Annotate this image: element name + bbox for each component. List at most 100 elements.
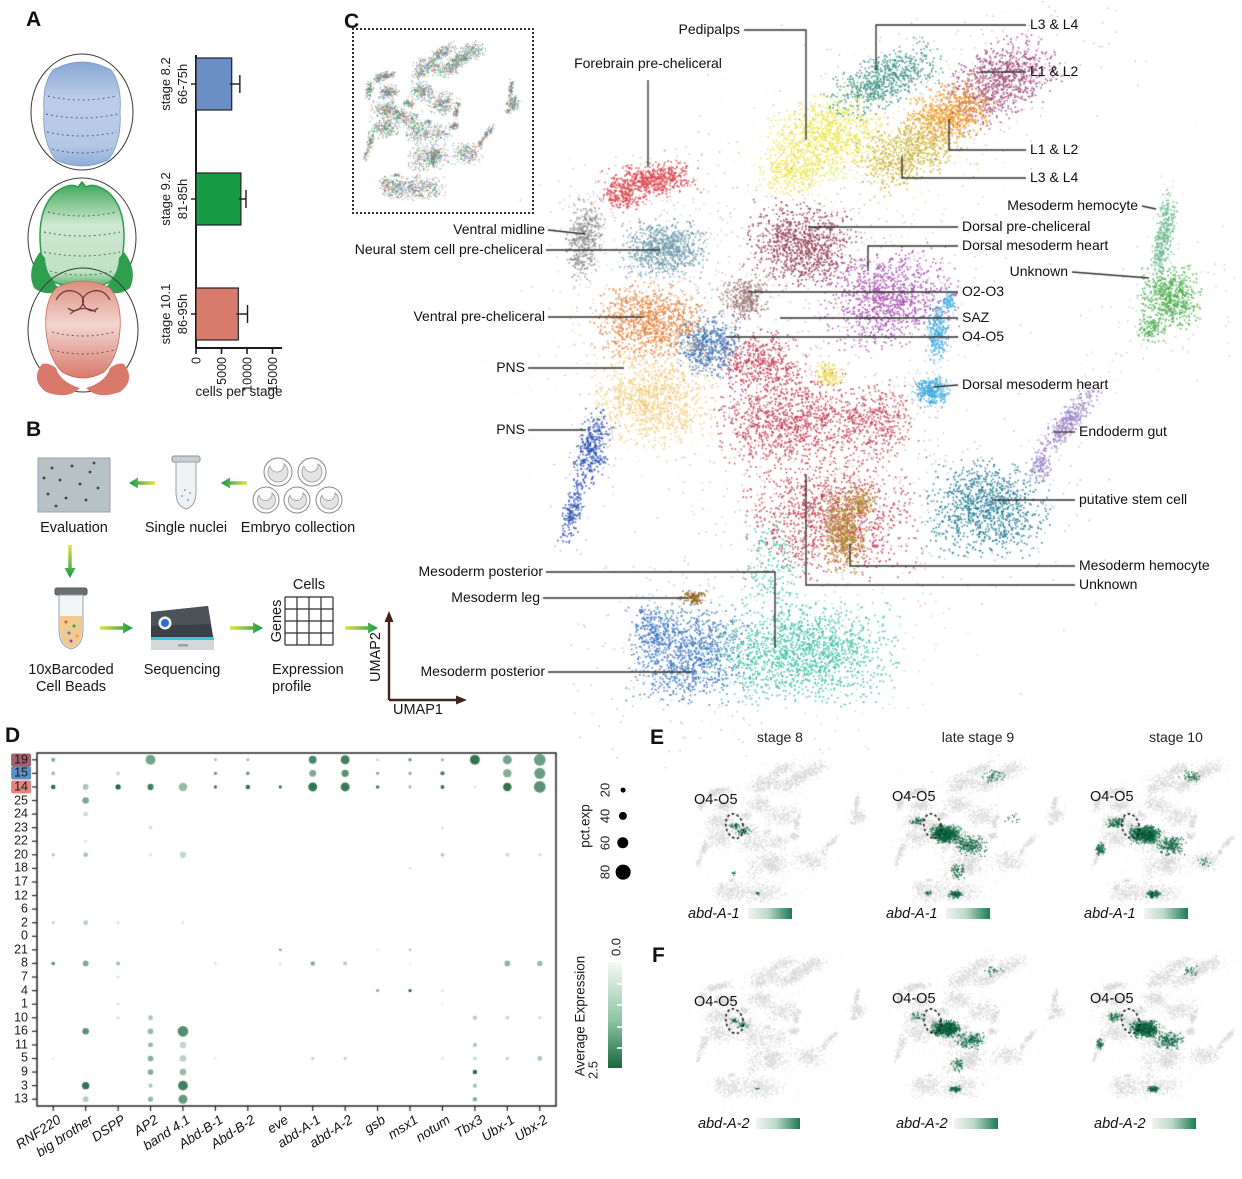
expression-colorbar [608,962,622,1068]
arrow-right-icon [100,622,133,634]
stage-bar [195,287,239,341]
single-nuclei-label: Single nuclei [144,520,228,536]
dotplot-row-label: 25 [14,793,28,808]
dotplot-row-label: 11 [15,1037,28,1052]
stage8-title: stage 8 [757,729,803,745]
dotplot-row-label: 7 [21,969,28,984]
dotplot-row-label: 20 [14,847,28,862]
panel-label-d: D [5,724,21,747]
pct-exp-size-dot [620,787,626,793]
beads-label-line2: Cell Beads [35,679,107,695]
arrow-left-icon [129,477,155,489]
dotplot-row-label: 2 [21,915,28,930]
dotplot-row-label: 16 [14,1023,28,1038]
cluster-label: Forebrain pre-cheliceral [574,55,722,71]
panel-label-b: B [26,418,42,441]
bar-chart-text: 0 [190,357,204,364]
abd-a-1-gene-label: abd-A-1 [886,906,938,922]
dotplot-row-label: 17 [14,874,28,889]
dotplot-row-label: 12 [14,888,28,903]
pct-exp-legend-title: pct.exp [577,804,593,848]
bar-chart-text: stage 9.2 [158,172,173,226]
bar-chart-text: 86-95h [175,294,190,334]
arrow-right-icon [230,622,263,634]
embryo-collection-icon [252,457,343,514]
cluster-label: O2-O3 [962,283,1005,299]
umap-axes [384,611,467,705]
bar-chart-text: stage 8.2 [158,57,173,111]
expression-profile-grid-icon [284,596,334,646]
expression-profile-label-line2: profile [272,679,312,695]
feature-colorbar [1152,1118,1196,1129]
cluster-label: Unknown [1079,576,1138,592]
evaluation-label: Evaluation [40,520,108,536]
sequencer-icon [151,606,214,650]
cluster-label: L3 & L4 [1030,16,1079,32]
cluster-label: O4-O5 [962,328,1005,344]
cluster-label: putative stem cell [1079,491,1188,507]
cluster-label: L3 & L4 [1030,169,1079,185]
dotplot-row-label: 22 [14,833,28,848]
arrow-right-icon [345,622,378,634]
o4-o5-region-label: O4-O5 [694,792,738,808]
dotplot-row-label: 10 [14,1010,28,1025]
panel-label-f: F [652,944,665,967]
arrow-down-icon [64,545,76,578]
inset-umap-box [352,28,534,214]
cluster-label: Endoderm gut [1079,423,1167,439]
expression-profile-label-line1: Expression [272,662,344,678]
embryo-collection-label: Embryo collection [240,520,356,536]
stage-bar [195,172,242,226]
pct-exp-size-dot [618,811,628,821]
pct-exp-size-label: 20 [597,782,613,798]
feature-colorbar [748,908,792,919]
stage-bar [195,57,233,111]
dotplot-row-label: 19 [11,753,31,767]
feature-colorbar [756,1118,800,1129]
o4-o5-region-label: O4-O5 [892,991,936,1007]
pct-exp-size-label: 80 [597,864,613,880]
dotplot-row-label: 0 [21,928,28,943]
bar-chart-text: 66-75h [175,64,190,104]
feature-colorbar [954,1118,998,1129]
o4-o5-region-label: O4-O5 [694,994,738,1010]
abd-a-2-gene-label: abd-A-2 [698,1116,750,1132]
dotplot-row-label: 9 [21,1064,28,1079]
dotplot-row-label: 21 [14,942,28,957]
cluster-label: Mesoderm posterior [420,663,546,679]
embryo-stage8-illustration [30,53,134,171]
stage10-title: stage 10 [1149,729,1203,745]
cluster-label: Dorsal mesoderm heart [962,376,1109,392]
beads-label-line1: 10xBarcoded [28,662,114,678]
umap1-axis-label: UMAP1 [393,702,443,718]
bar-chart-text: 10000 [241,357,255,392]
dotplot-row-label: 1 [21,996,28,1011]
dotplot-row-label: 13 [14,1091,28,1106]
feature-colorbar [946,908,990,919]
cluster-label: Ventral pre-cheliceral [413,308,545,324]
dotplot-row-label: 4 [21,983,28,998]
dotplot-row-label: 8 [21,955,28,970]
abd-a-2-gene-label: abd-A-2 [1094,1116,1146,1132]
dotplot-row-label: 5 [21,1050,28,1065]
evaluation-micrograph [37,457,111,513]
cluster-label: L1 & L2 [1030,141,1079,157]
panel-label-e: E [650,726,665,749]
cluster-label: Dorsal pre-cheliceral [962,218,1091,234]
avg-expression-legend-title: Average Expression [572,955,588,1077]
sequencing-label: Sequencing [143,662,221,678]
cluster-label: Mesoderm hemocyte [1007,197,1138,213]
cluster-label: L1 & L2 [1030,63,1079,79]
pct-exp-size-label: 60 [597,835,613,851]
panel-label-a: A [26,8,42,31]
expression-min-tick: 0.0 [608,937,624,957]
dotplot-row-label: 23 [14,820,28,835]
cluster-label: Pedipalps [678,21,741,37]
dotplot-row-label: 15 [11,766,31,780]
cluster-label: Mesoderm leg [451,589,540,605]
pct-exp-size-label: 40 [597,808,613,824]
arrow-left-icon [221,477,247,489]
cluster-label: Dorsal mesoderm heart [962,237,1109,253]
o4-o5-region-label: O4-O5 [1090,991,1134,1007]
